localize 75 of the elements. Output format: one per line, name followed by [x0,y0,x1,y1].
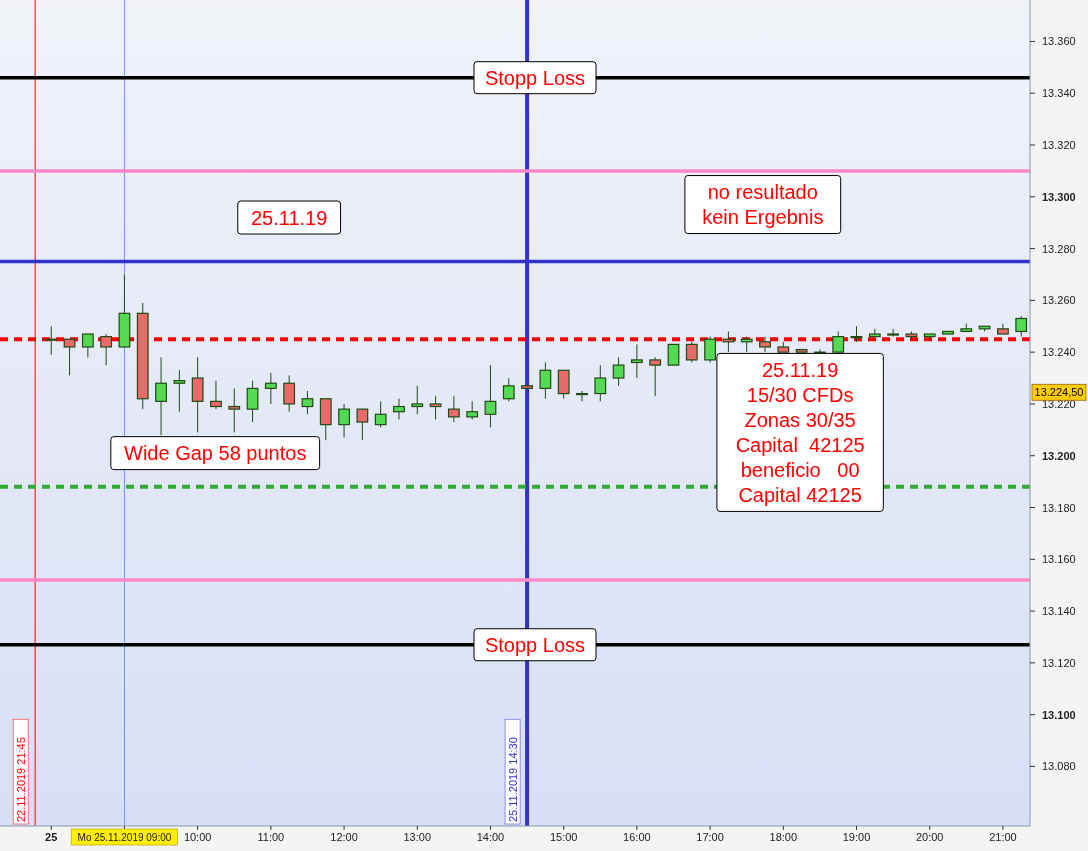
candlestick [63,338,76,376]
x-tick-label: 13:00 [403,831,432,843]
candlestick [301,390,314,415]
candlestick [100,333,113,366]
text: 13.224,50 [1034,386,1084,399]
candlestick [594,364,607,402]
candlestick [1015,315,1028,338]
y-tick-label: 13.280 [1042,242,1076,255]
ref-line-label: Stopp Loss [484,66,586,89]
x-tick-label: 18:00 [769,831,798,843]
y-tick-label: 13.300 [1042,190,1076,203]
candlestick [704,336,716,364]
y-tick-label: 13.240 [1042,346,1076,359]
y-tick-label: 13.100 [1042,708,1076,721]
x-tick-label: 17:00 [696,831,724,843]
candlestick [374,400,387,428]
candlestick [887,328,900,338]
y-tick-label: 13.320 [1042,139,1076,151]
candlestick [649,356,662,397]
x-tick-label: Mo 25.11.2019 09:00 [77,832,172,843]
candlestick [484,364,497,428]
x-tick-label: 20:00 [915,831,944,843]
annotation: Wide Gap 58 puntos [124,442,307,465]
y-tick-label: 13.140 [1042,605,1076,618]
candlestick [447,395,460,423]
candlestick [466,400,479,420]
y-tick-label: 13.120 [1042,656,1076,669]
y-tick-label: 13.180 [1042,501,1076,514]
candlestick [502,377,515,402]
candlestick [264,372,277,405]
text: 25 [45,831,58,843]
annotation: 25.11.19 [250,206,328,229]
y-tick-label: 13.080 [1042,760,1076,773]
candlestick [685,341,698,364]
x-tick-label: 11:00 [257,831,285,843]
y-tick-label: 13.160 [1042,553,1076,566]
x-tick-label: 10:00 [183,831,212,843]
x-tick-label: 15:00 [549,831,578,843]
candlestick [557,369,570,400]
candlestick [155,356,167,436]
candlestick [429,395,442,420]
candlestick [832,330,845,353]
candlestick [411,385,424,415]
y-tick-label: 13.220 [1042,397,1076,410]
y-tick-label: 13.260 [1042,294,1076,307]
ref-line-label: Stopp Loss [484,633,586,656]
candlestick [630,343,643,379]
candlestick [246,380,259,423]
candlestick [228,387,241,433]
candlestick [81,333,94,358]
candlestick [283,374,296,413]
x-tick-label: 12:00 [330,831,358,843]
candlestick [173,369,186,413]
candlestick [191,356,204,433]
candlestick [356,408,369,441]
candlestick [393,398,405,420]
y-tick-label: 13.200 [1042,449,1076,462]
x-tick-label: 21:00 [989,831,1017,843]
annotation: no resultado kein Ergebnis [702,181,824,229]
candlestick [338,403,350,439]
annotation: 22.11.2019 21:45 [15,737,28,822]
candlestick [539,362,552,400]
y-tick-label: 13.340 [1042,87,1076,100]
candlestick [667,343,680,366]
candlestick [45,325,58,356]
candlestick [210,380,222,410]
x-tick-label: 16:00 [623,831,651,843]
ref-line-label: 25.11.2019 14:30 [507,737,520,822]
x-tick-label: 19:00 [842,831,871,843]
candlestick [612,356,625,387]
y-tick-label: 13.360 [1042,35,1076,48]
x-tick-label: 14:00 [476,831,505,843]
candlestick [576,390,588,402]
candlestick [759,336,771,353]
annotation: 25.11.19 15/30 CFDs Zonas 30/35 Capital 42125 beneficio 00 Capital 42125 [735,358,865,506]
